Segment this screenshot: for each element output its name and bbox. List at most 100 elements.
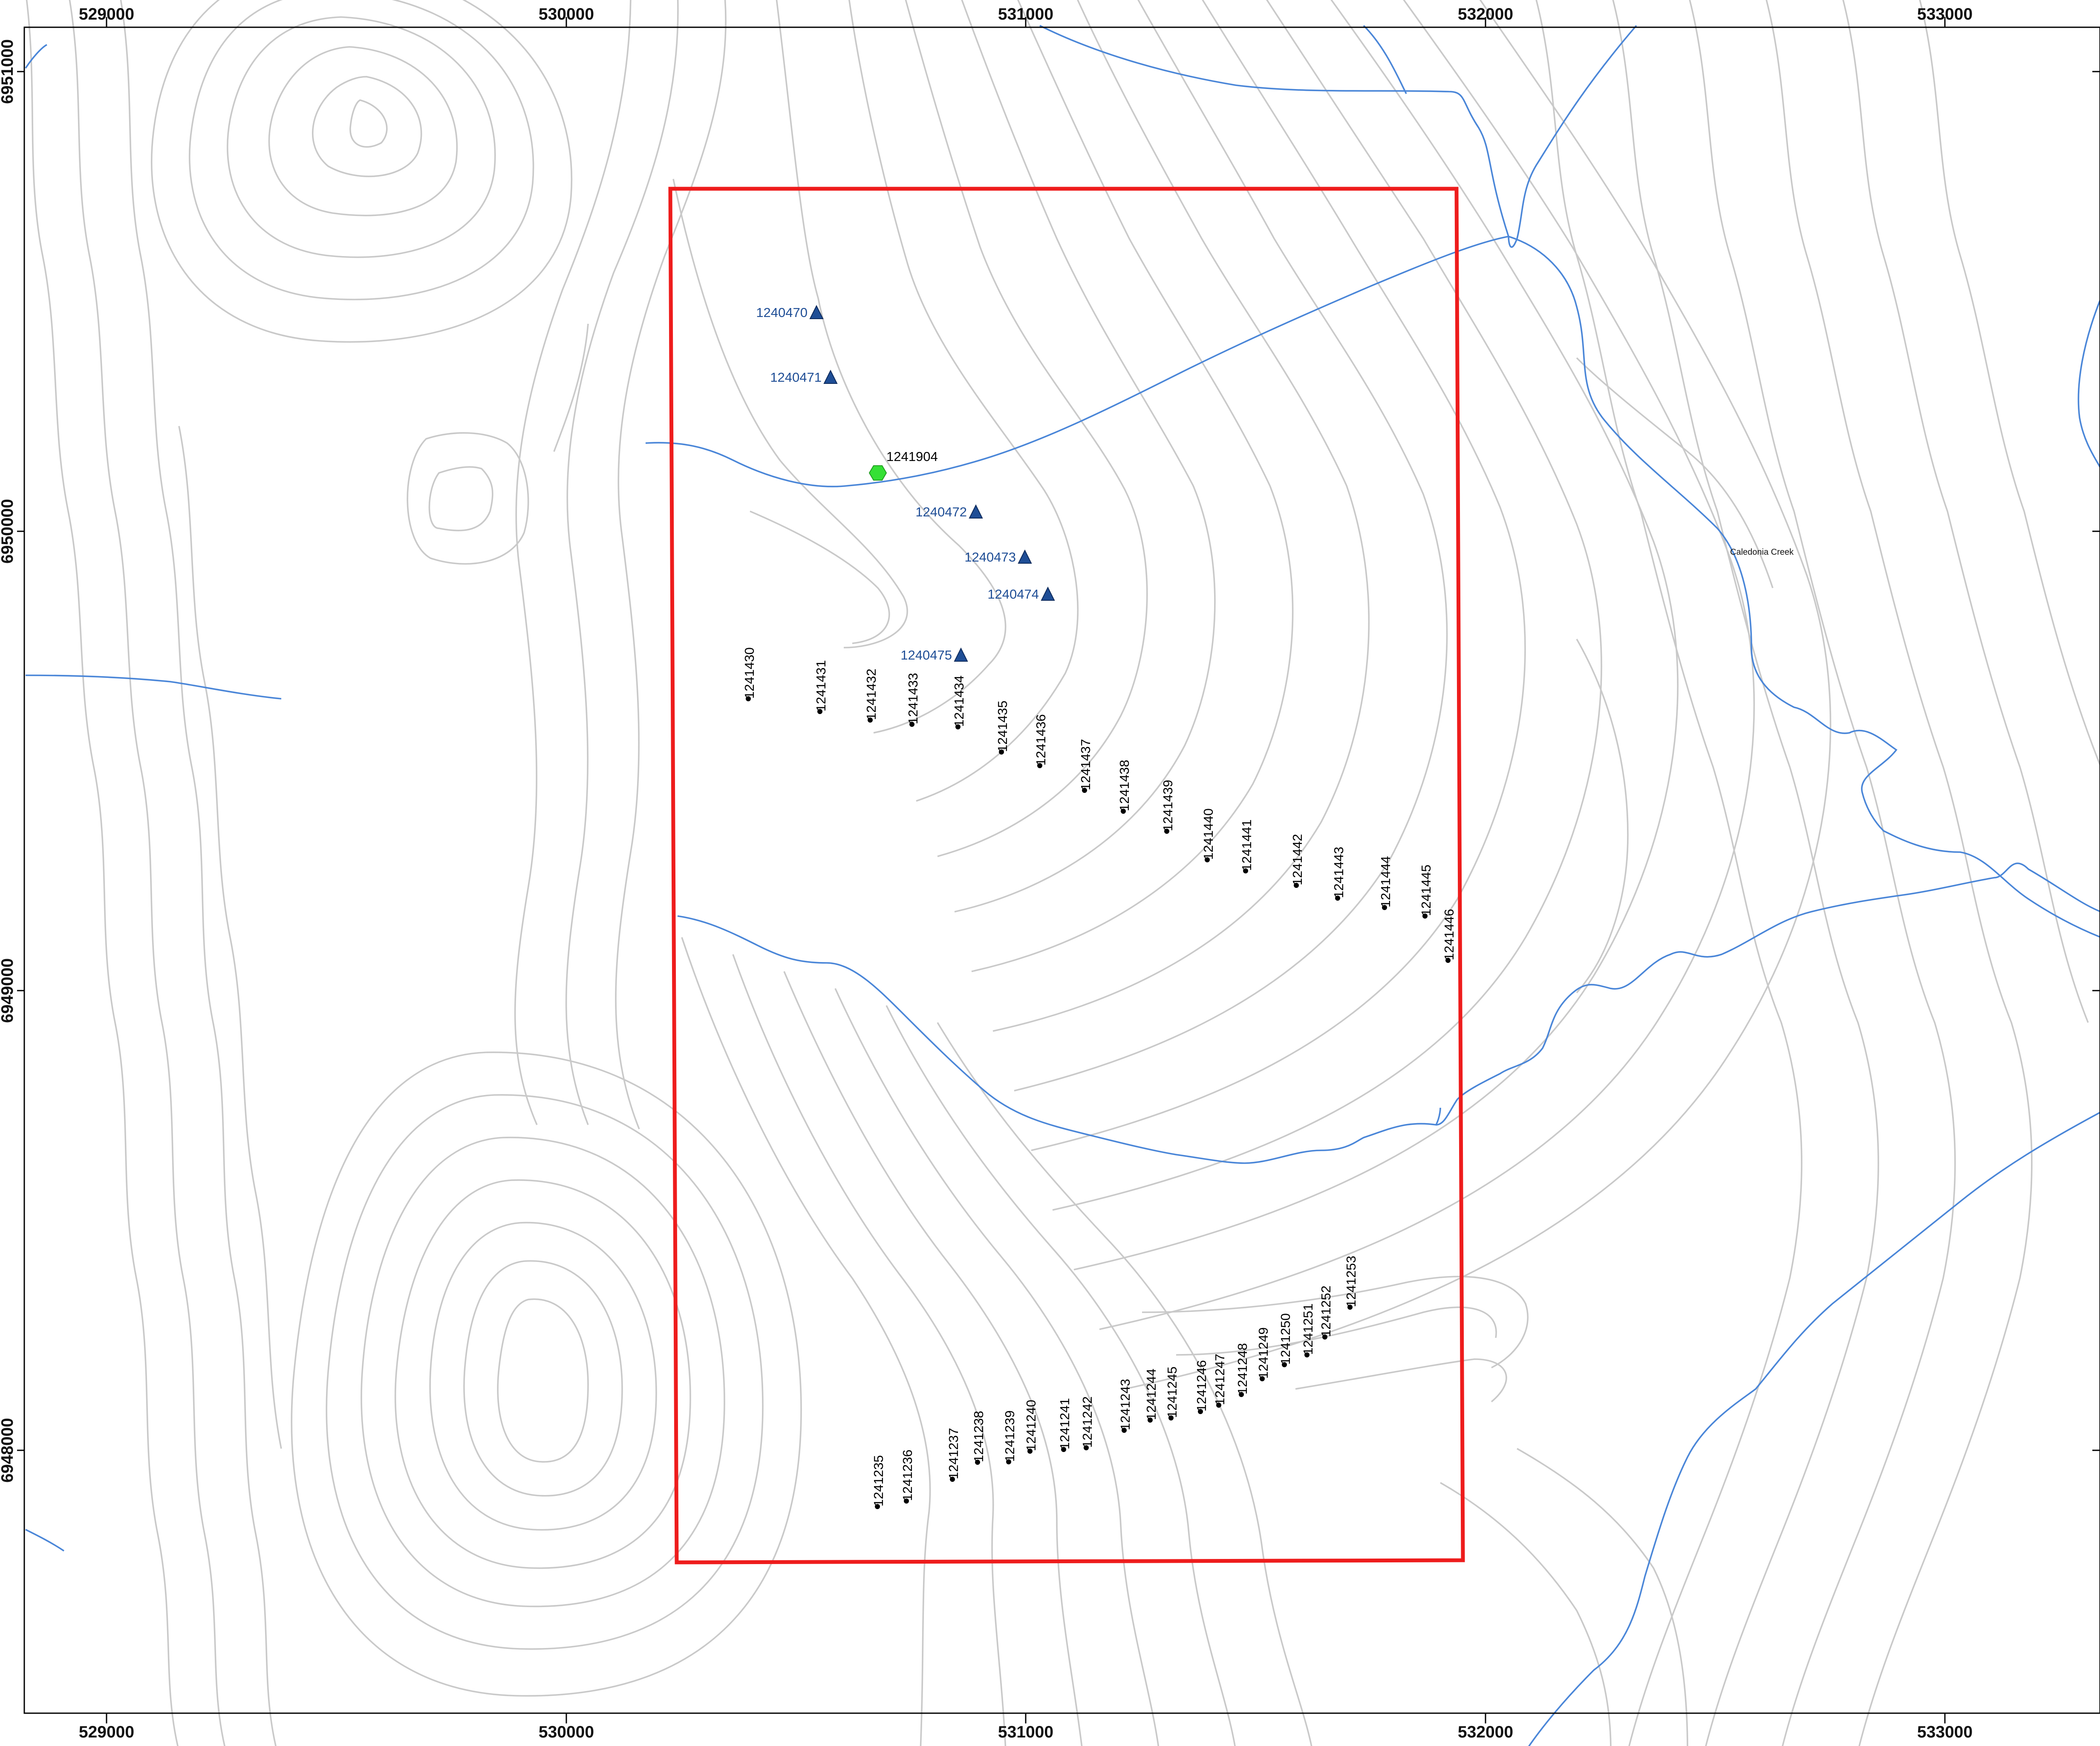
sample-point-label: 1241237 [946,1428,961,1479]
sample-point-icon[interactable] [1347,1305,1353,1310]
contour-line [776,0,1007,734]
sample-point-icon[interactable] [1322,1334,1327,1340]
sample-point-icon[interactable] [1061,1447,1066,1452]
sample-point-icon[interactable] [1164,829,1169,834]
contour-line [886,1005,1236,1746]
contour-line [463,1260,623,1497]
sample-point-icon[interactable] [1304,1352,1310,1357]
sample-point-icon[interactable] [1084,1445,1089,1450]
sample-point-label: 1241250 [1278,1313,1293,1365]
sample-point-label: 1241251 [1301,1303,1315,1355]
sample-point-icon[interactable] [1382,905,1387,910]
sample-point-icon[interactable] [1027,1449,1033,1454]
sample-point-icon[interactable] [1216,1403,1221,1408]
stream-main-north [1508,25,1637,248]
contour-line [848,0,1079,802]
sample-point-label: 1241239 [1002,1410,1017,1462]
north-sample-line: 1241430 1241431 1241432 1241433 1241434 … [742,647,1457,963]
stream-caledonia-creek [1508,236,2100,938]
sample-point-icon[interactable] [955,724,961,729]
sample-point-icon[interactable] [1148,1418,1153,1423]
sample-point-icon[interactable] [746,696,751,701]
hexagon-marker-icon[interactable] [868,465,887,481]
sample-point-icon[interactable] [817,709,822,714]
map-frame [17,17,2100,1723]
contour-line [553,323,589,452]
contour-line [1689,0,1956,1746]
contour-line [1612,0,1879,1746]
sample-point-label: 1241235 [871,1455,886,1507]
contour-line [905,0,1148,857]
sample-point-label: 1241252 [1318,1285,1333,1337]
sample-point-icon[interactable] [1198,1409,1203,1414]
creek-label: Caledonia Creek [1730,547,1794,557]
sample-point-label: 1241434 [952,675,966,727]
sample-point-icon[interactable] [1260,1376,1265,1381]
sample-point-icon[interactable] [975,1460,980,1465]
sample-point-label: 1241443 [1331,847,1346,898]
contour-line [672,179,908,648]
sample-point-icon[interactable] [1422,913,1428,919]
contour-line [1765,0,2033,1746]
y-coord-label: 6950000 [0,499,17,564]
contour-line [732,954,1007,1746]
triangle-marker-icon[interactable] [969,504,983,519]
sample-point-icon[interactable] [1445,958,1451,963]
sample-point-label: 1241437 [1078,739,1093,790]
sample-point-icon[interactable] [909,722,914,727]
sample-point-icon[interactable] [904,1498,909,1504]
contour-line [189,0,534,300]
stream-north-draw [645,236,1509,487]
stream-east-edge [2077,298,2100,469]
contour-line [615,0,727,1129]
sample-point-icon[interactable] [1282,1362,1287,1367]
sample-point-label: 1241442 [1290,834,1305,885]
triangle-site-label: 1240470 [756,305,808,320]
sample-point-icon[interactable] [1205,857,1210,862]
sample-point-icon[interactable] [1082,788,1087,793]
sample-point-label: 1241240 [1024,1400,1038,1451]
sample-point-icon[interactable] [1006,1459,1011,1464]
contour-line [428,466,493,532]
sample-point-label: 1241441 [1239,819,1254,871]
sample-point-icon[interactable] [1122,1428,1127,1433]
contour-line [1576,357,1774,588]
sample-point-label: 1241439 [1160,780,1175,831]
y-coord-label: 6951000 [0,39,17,104]
sample-point-icon[interactable] [1294,883,1299,888]
stream-southeast [1528,1112,2100,1746]
property-boundary [668,187,1465,1564]
sample-point-label: 1241445 [1419,864,1434,916]
triangle-marker-icon[interactable] [1018,549,1032,564]
sample-point-icon[interactable] [950,1477,955,1482]
x-coord-label-top: 529000 [79,5,134,23]
sample-point-icon[interactable] [1335,896,1340,901]
sample-point-icon[interactable] [875,1504,880,1509]
triangle-site-label: 1240475 [900,648,952,663]
contour-line [268,46,458,216]
triangle-marker-icon[interactable] [809,305,824,319]
sample-point-label: 1241241 [1057,1398,1072,1449]
contour-line [1440,1482,1612,1746]
sample-point-icon[interactable] [868,717,873,723]
sample-point-icon[interactable] [1121,809,1126,814]
x-coord-label-bottom: 531000 [998,1723,1053,1741]
triangle-marker-icon[interactable] [1041,586,1055,601]
sample-point-icon[interactable] [999,749,1004,755]
triangle-marker-icon[interactable] [823,369,838,384]
sample-point-label: 1241236 [900,1449,915,1501]
sample-point-icon[interactable] [1243,868,1248,873]
contour-line [1919,0,2100,767]
sample-point-icon[interactable] [1239,1392,1244,1397]
sample-point-label: 1241432 [864,668,879,720]
sample-point-label: 1241435 [995,700,1010,752]
contour-line [1073,0,1679,1271]
sample-point-icon[interactable] [1168,1415,1174,1420]
triangle-marker-icon[interactable] [954,647,968,662]
sample-point-icon[interactable] [1037,763,1042,768]
x-coord-label-bottom: 532000 [1458,1723,1513,1741]
contour-line [497,1298,589,1463]
contour-line [954,0,1216,913]
